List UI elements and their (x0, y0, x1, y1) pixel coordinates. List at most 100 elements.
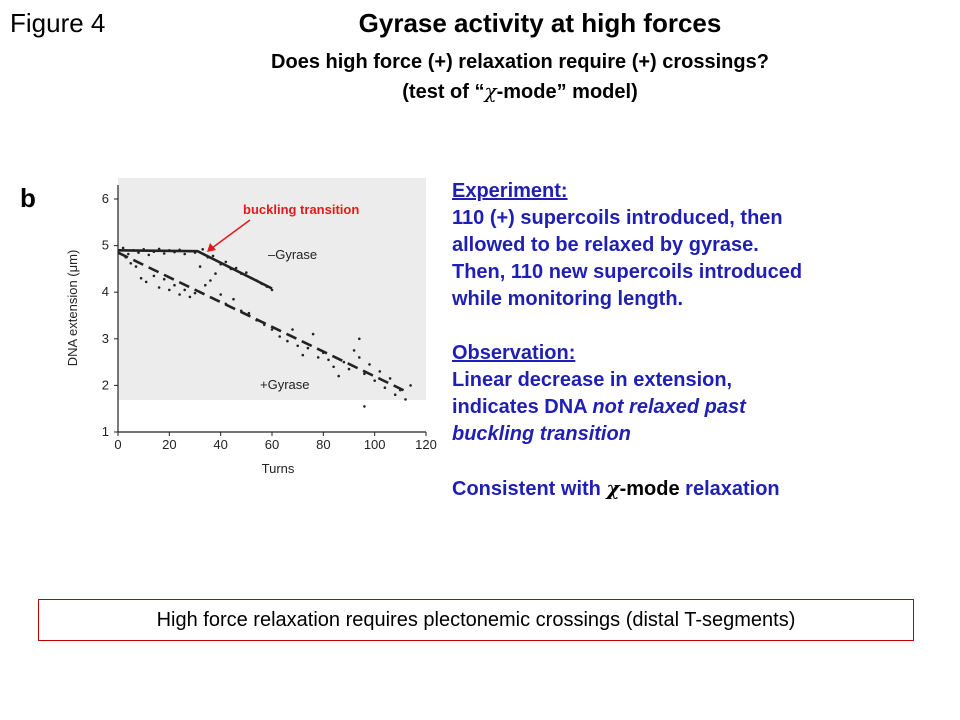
data-point-minus-gyrase (255, 279, 258, 282)
data-point-plus-gyrase (193, 291, 197, 295)
data-point-minus-gyrase (265, 285, 269, 288)
experiment-line-4: while monitoring length. (452, 288, 684, 310)
data-point-plus-gyrase (347, 367, 351, 371)
observation-heading: Observation: (452, 342, 576, 364)
data-point-plus-gyrase (306, 346, 310, 350)
data-point-plus-gyrase (247, 311, 251, 315)
data-point-plus-gyrase (291, 328, 294, 331)
chi-symbol: χ (484, 79, 497, 103)
data-point-plus-gyrase (301, 353, 305, 357)
data-point-plus-gyrase (239, 309, 243, 313)
data-point-minus-gyrase (132, 249, 135, 252)
data-point-plus-gyrase (255, 318, 258, 322)
buckling-arrowhead (207, 243, 216, 252)
data-point-minus-gyrase (245, 271, 248, 274)
data-point-minus-gyrase (142, 248, 145, 251)
data-point-minus-gyrase (224, 260, 228, 264)
data-point-plus-gyrase (144, 280, 148, 284)
data-point-minus-gyrase (178, 248, 181, 252)
data-point-plus-gyrase (209, 279, 212, 282)
panel-label: b (20, 183, 36, 213)
data-point-minus-gyrase (121, 246, 125, 250)
y-tick-label: 1 (102, 424, 109, 439)
data-point-plus-gyrase (393, 393, 397, 396)
data-point-plus-gyrase (162, 277, 166, 281)
series-label-minus-gyrase: –Gyrase (268, 247, 317, 262)
data-point-minus-gyrase (162, 252, 166, 255)
x-tick-label: 60 (265, 437, 279, 452)
subtitle: Does high force (+) relaxation require (… (130, 48, 910, 107)
x-tick-label: 80 (316, 437, 330, 452)
buckling-arrow (211, 219, 251, 249)
data-point-plus-gyrase (327, 358, 330, 362)
observation-line-2-pre: indicates DNA (452, 396, 593, 418)
data-point-minus-gyrase (152, 250, 156, 253)
consistent-mode: -mode (619, 478, 680, 500)
data-point-plus-gyrase (168, 288, 171, 292)
y-tick-label: 2 (102, 377, 109, 392)
data-point-plus-gyrase (388, 377, 392, 380)
subtitle-line-2: (test of “χ-mode” model) (130, 77, 910, 107)
data-point-plus-gyrase (409, 384, 412, 387)
y-tick-label: 4 (102, 284, 109, 299)
data-point-plus-gyrase (178, 293, 181, 296)
data-point-minus-gyrase (193, 251, 197, 254)
x-tick-label: 40 (213, 437, 227, 452)
data-point-plus-gyrase (134, 265, 138, 268)
data-point-minus-gyrase (188, 249, 192, 253)
consistent-pre: Consistent with (452, 478, 607, 500)
data-point-plus-gyrase (224, 302, 228, 306)
data-point-minus-gyrase (250, 276, 253, 280)
y-axis-title: DNA extension (μm) (65, 250, 80, 367)
data-point-minus-gyrase (137, 251, 140, 254)
data-point-minus-gyrase (147, 253, 151, 257)
observation-line-3-italic: buckling transition (452, 423, 631, 445)
data-point-plus-gyrase (278, 335, 281, 338)
x-tick-label: 20 (162, 437, 176, 452)
data-point-minus-gyrase (183, 252, 186, 256)
data-point-plus-gyrase (311, 332, 315, 336)
experiment-notes: Experiment: 110 (+) supercoils introduce… (452, 178, 952, 503)
data-point-plus-gyrase (322, 351, 325, 355)
subtitle-line-2-pre: (test of “ (402, 81, 485, 103)
conclusion-box: High force relaxation requires plectonem… (38, 599, 914, 641)
chart: 0 20 40 60 80 100 120 1 2 3 4 5 6 Turns DNA extensio… (65, 178, 437, 476)
observation-line-2-italic: not relaxed past (592, 396, 746, 418)
page-title: Gyrase activity at high forces (358, 8, 722, 38)
experiment-line-3: Then, 110 new supercoils introduced (452, 261, 803, 283)
data-point-plus-gyrase (119, 249, 122, 252)
data-point-minus-gyrase (157, 247, 161, 251)
data-point-minus-gyrase (239, 272, 243, 275)
data-point-plus-gyrase (204, 283, 207, 287)
subtitle-line-2-post: -mode” model) (496, 81, 638, 103)
data-point-plus-gyrase (332, 365, 335, 369)
data-point-plus-gyrase (183, 288, 186, 292)
tick-labels: 0 20 40 60 80 100 120 1 2 3 4 5 6 (102, 191, 437, 452)
observation-line-2: indicates DNA not relaxed past (452, 394, 952, 421)
y-tick-label: 3 (102, 331, 109, 346)
data-point-plus-gyrase (219, 293, 222, 296)
experiment-heading: Experiment: (452, 180, 568, 202)
data-point-plus-gyrase (368, 363, 371, 366)
data-point-plus-gyrase (352, 349, 356, 352)
consistent-post: relaxation (679, 478, 780, 500)
consistent-line: Consistent with χ-mode relaxation (452, 475, 952, 503)
data-point-plus-gyrase (358, 337, 361, 341)
buckling-annotation: buckling transition (243, 202, 359, 217)
x-tick-label: 100 (364, 437, 386, 452)
data-point-plus-gyrase (188, 295, 192, 299)
fit-line-plus-gyrase (117, 251, 409, 394)
series-label-plus-gyrase: +Gyrase (260, 377, 310, 392)
data-point-minus-gyrase (260, 282, 263, 286)
experiment-line-1: 110 (+) supercoils introduced, then (452, 207, 783, 229)
data-point-plus-gyrase (383, 386, 387, 389)
data-point-minus-gyrase (229, 267, 233, 271)
data-point-plus-gyrase (198, 265, 202, 268)
data-point-plus-gyrase (337, 374, 341, 378)
data-point-minus-gyrase (201, 248, 204, 251)
fit-line-minus-gyrase (117, 249, 273, 290)
fit-lines (117, 249, 409, 394)
experiment-line-2: allowed to be relaxed by gyrase. (452, 234, 759, 256)
data-point-plus-gyrase (152, 274, 156, 278)
x-tick-label: 0 (114, 437, 121, 452)
